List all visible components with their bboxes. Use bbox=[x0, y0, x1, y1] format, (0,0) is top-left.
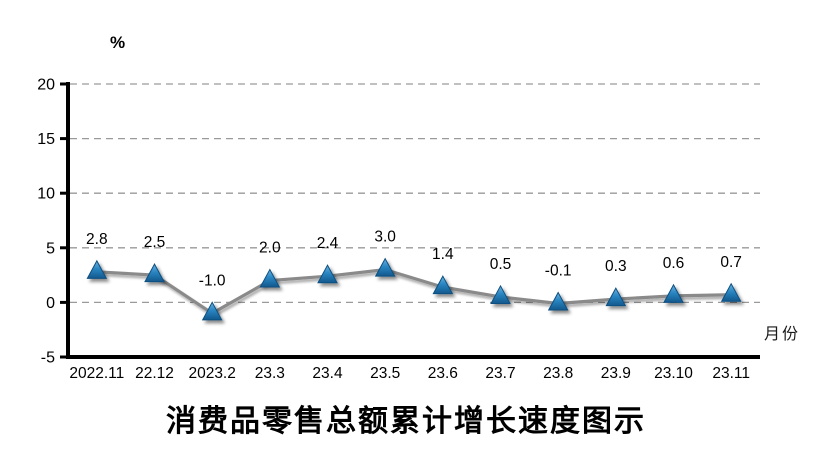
x-tick-label: 23.10 bbox=[654, 365, 693, 382]
x-tick-label: 22.12 bbox=[135, 365, 174, 382]
series-line bbox=[96, 268, 732, 315]
y-tick-label: 10 bbox=[37, 186, 55, 203]
data-point-label: 3.0 bbox=[374, 229, 396, 246]
x-tick-label: 23.11 bbox=[712, 365, 750, 382]
labels-group: 20 15 10 5 0 -5 2022.11 22.12 2023.2 23.3 23.4 23.5… bbox=[37, 77, 750, 383]
x-tick-label: 2022.11 bbox=[69, 365, 124, 382]
y-tick-label: -5 bbox=[41, 350, 55, 367]
data-point-label: 0.3 bbox=[605, 258, 627, 275]
y-axis-unit-label: % bbox=[110, 33, 126, 52]
x-tick-label: 23.3 bbox=[255, 365, 285, 382]
data-point-marker bbox=[432, 275, 454, 295]
data-point-marker bbox=[317, 264, 338, 284]
data-point-label: -1.0 bbox=[199, 272, 226, 289]
data-point-label: 0.5 bbox=[490, 256, 512, 273]
data-point-marker bbox=[663, 283, 684, 303]
data-point-label: -0.1 bbox=[545, 262, 572, 279]
data-point-label: 2.4 bbox=[317, 235, 339, 252]
x-tick-label: 23.9 bbox=[601, 365, 631, 382]
data-point-label: 2.0 bbox=[259, 240, 281, 257]
chart-title: 消费品零售总额累计增长速度图示 bbox=[166, 405, 646, 438]
x-tick-label: 23.5 bbox=[370, 365, 400, 382]
x-tick-label: 23.8 bbox=[543, 365, 573, 382]
series-group bbox=[86, 257, 742, 321]
data-point-marker bbox=[490, 284, 511, 304]
data-point-marker bbox=[259, 268, 281, 288]
data-point-marker bbox=[374, 257, 396, 277]
data-point-marker bbox=[144, 263, 165, 283]
y-tick-label: 15 bbox=[37, 131, 55, 148]
gridlines-group bbox=[70, 83, 760, 304]
x-tick-label: 23.4 bbox=[312, 365, 343, 382]
data-point-label: 0.7 bbox=[720, 254, 742, 271]
y-tick-label: 5 bbox=[46, 240, 55, 257]
data-point-marker bbox=[605, 287, 627, 307]
data-point-marker bbox=[86, 259, 108, 279]
y-tick-label: 20 bbox=[37, 77, 55, 94]
y-tick-label: 0 bbox=[46, 295, 55, 312]
data-point-label: 0.6 bbox=[663, 255, 685, 272]
x-tick-label: 23.7 bbox=[485, 365, 515, 382]
x-tick-label: 23.6 bbox=[428, 365, 458, 382]
data-point-marker bbox=[720, 282, 742, 302]
data-point-marker bbox=[201, 301, 223, 321]
data-point-label: 2.8 bbox=[86, 231, 108, 248]
data-point-marker bbox=[547, 291, 569, 311]
axes-group bbox=[60, 82, 760, 359]
x-axis-label: 月份 bbox=[764, 326, 801, 343]
data-point-label: 1.4 bbox=[432, 246, 454, 263]
x-tick-label: 2023.2 bbox=[188, 365, 235, 382]
data-point-label: 2.5 bbox=[144, 234, 166, 251]
